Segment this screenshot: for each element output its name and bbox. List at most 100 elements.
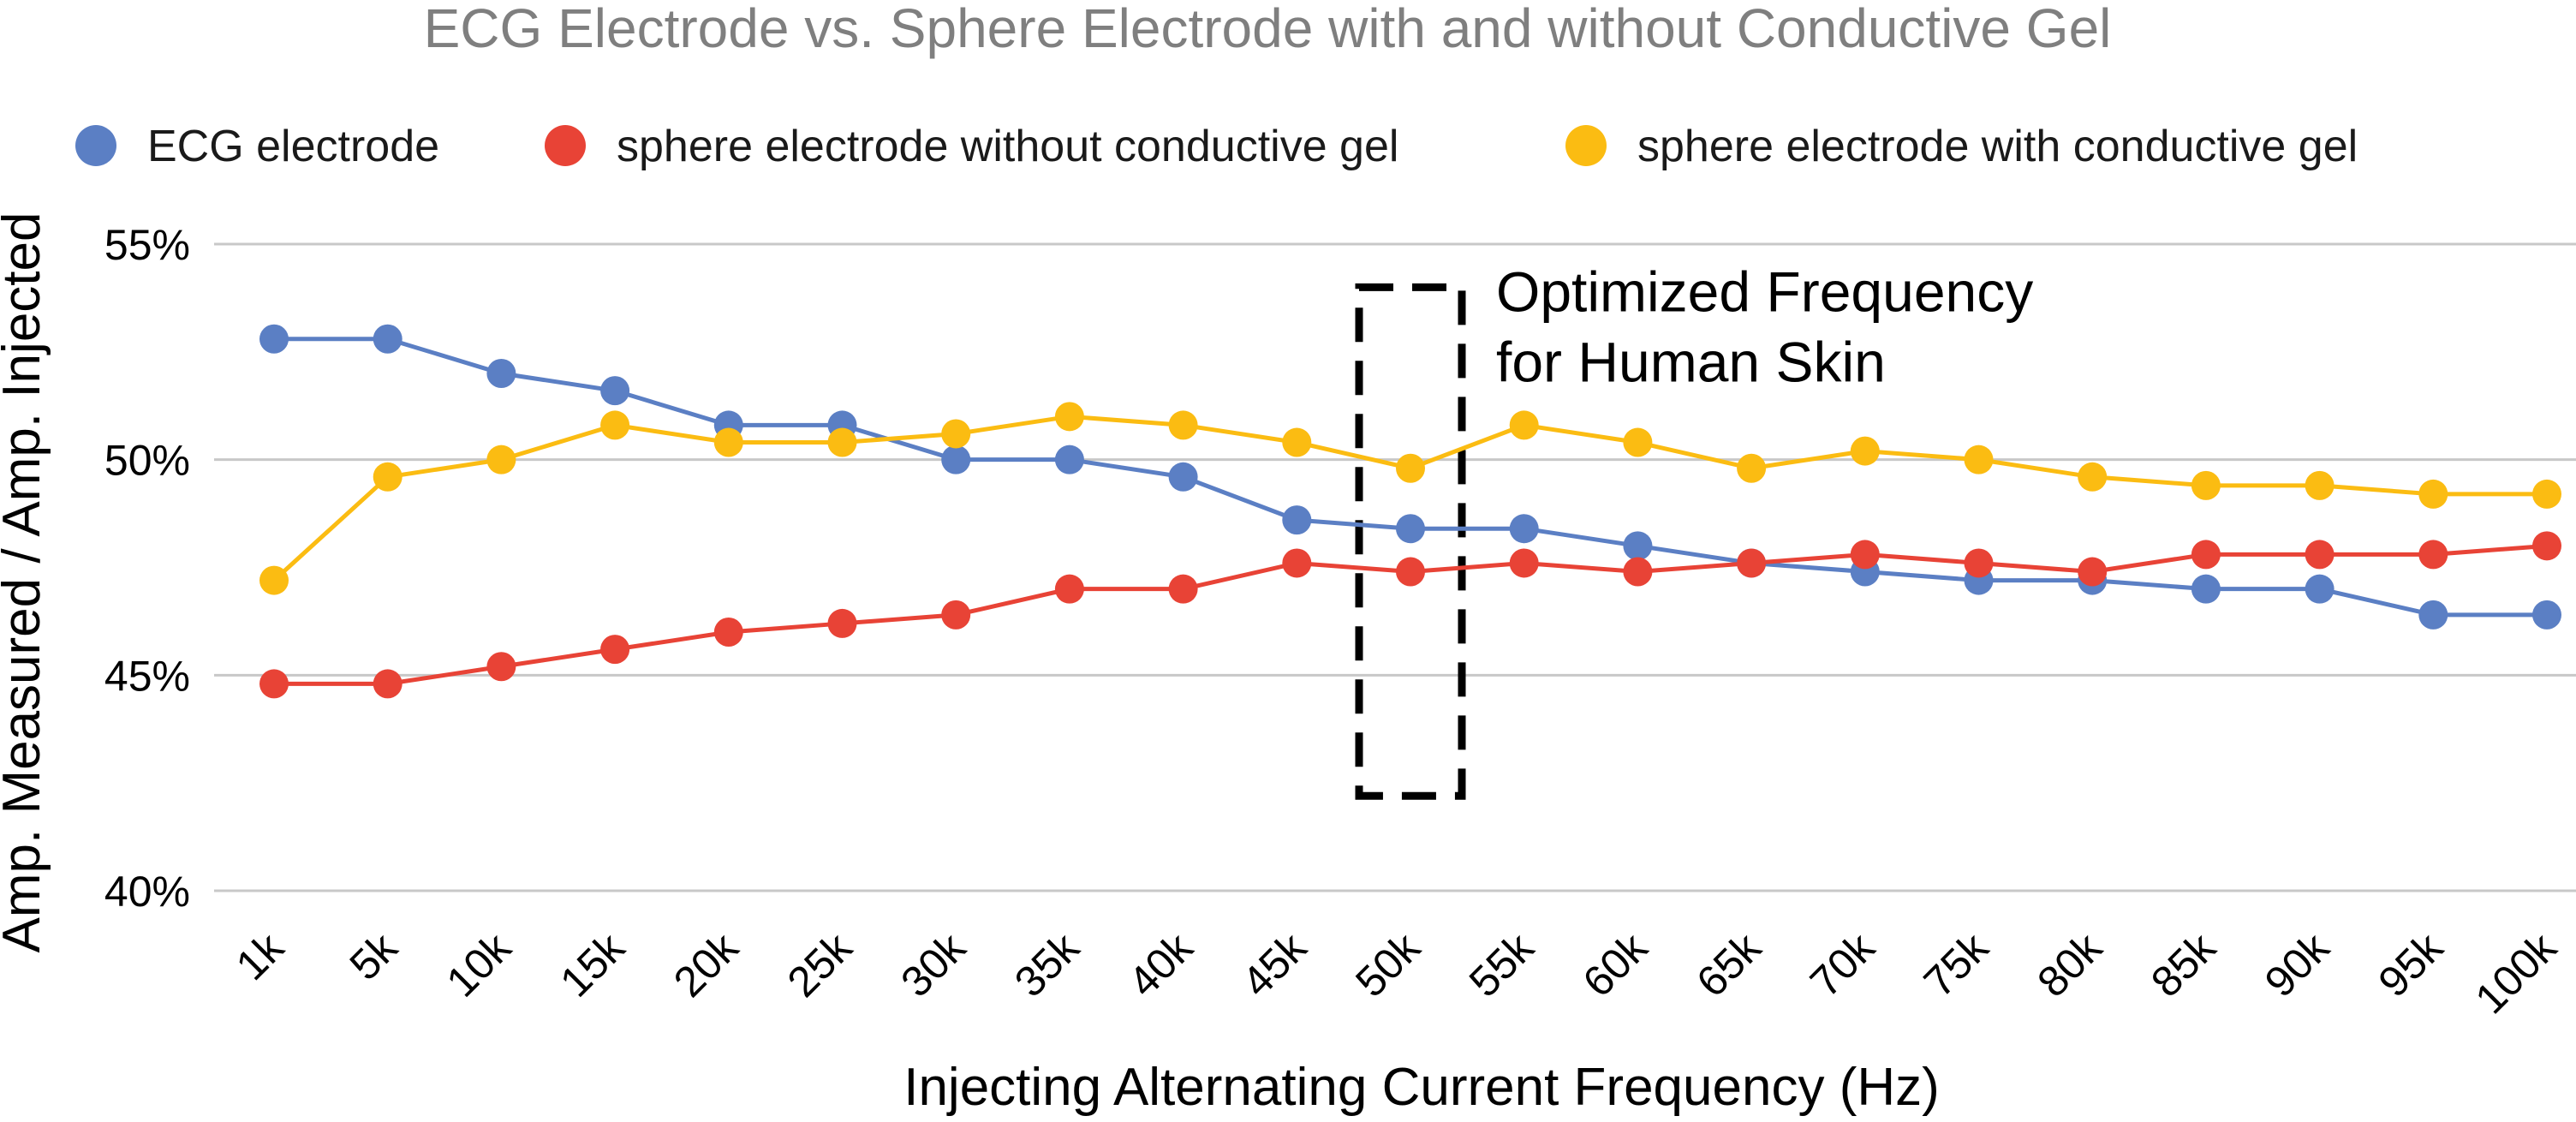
x-tick-label: 15k <box>551 922 634 1006</box>
data-point <box>486 359 516 388</box>
y-tick-label: 45% <box>104 652 190 700</box>
legend-label: ECG electrode <box>147 122 439 171</box>
data-point <box>2532 600 2561 630</box>
data-point <box>2418 600 2448 630</box>
data-point <box>2078 462 2108 492</box>
data-point <box>1737 453 1767 483</box>
data-point <box>1396 453 1425 483</box>
x-tick-label: 40k <box>1119 922 1202 1006</box>
data-point <box>1168 574 1198 604</box>
data-point <box>2532 479 2561 509</box>
data-point <box>2305 470 2334 500</box>
data-point <box>1850 540 1880 570</box>
legend-label: sphere electrode without conductive gel <box>617 122 1398 171</box>
data-point <box>2191 470 2221 500</box>
y-axis-label: Amp. Measured / Amp. Injected <box>0 212 51 953</box>
data-point <box>259 669 289 699</box>
x-tick-label: 75k <box>1915 922 1998 1006</box>
x-tick-label: 80k <box>2028 922 2111 1006</box>
x-tick-label: 90k <box>2256 922 2339 1006</box>
legend-marker <box>1565 125 1607 166</box>
data-point <box>259 324 289 354</box>
data-point <box>941 419 971 449</box>
x-tick-label: 25k <box>778 922 862 1006</box>
data-point <box>1282 548 1312 578</box>
data-point <box>2305 574 2334 604</box>
data-point <box>1054 445 1084 474</box>
data-point <box>1623 427 1653 457</box>
series-points <box>259 324 2561 699</box>
x-tick-label: 55k <box>1460 922 1543 1006</box>
data-point <box>1054 402 1084 432</box>
data-point <box>1509 514 1539 544</box>
data-point <box>1509 548 1539 578</box>
data-point <box>1168 410 1198 440</box>
data-point <box>1964 445 1994 474</box>
annotation-text-line-2: for Human Skin <box>1496 330 1886 393</box>
data-point <box>259 565 289 595</box>
x-tick-label: 95k <box>2369 922 2452 1006</box>
data-point <box>713 427 743 457</box>
x-tick-label: 50k <box>1346 922 1429 1006</box>
x-tick-label: 60k <box>1574 922 1657 1006</box>
data-point <box>486 445 516 474</box>
data-point <box>1850 436 1880 466</box>
data-point <box>1396 557 1425 587</box>
data-point <box>2078 557 2108 587</box>
data-point <box>713 618 743 647</box>
y-tick-label: 55% <box>104 221 190 269</box>
data-point <box>2191 540 2221 570</box>
y-tick-label: 40% <box>104 868 190 916</box>
gridlines <box>214 242 2576 892</box>
x-axis-ticks: 1k 5k 10k 15k 20k 25k 30k 35k 40k 45k 50k 55k 60k 65k… <box>227 922 2567 1023</box>
legend-marker <box>545 125 586 166</box>
data-point <box>1282 505 1312 535</box>
x-tick-label: 65k <box>1687 922 1770 1006</box>
data-point <box>941 600 971 630</box>
y-tick-label: 50% <box>104 437 190 485</box>
x-tick-label: 5k <box>341 922 408 989</box>
x-tick-label: 30k <box>891 922 975 1006</box>
x-tick-label: 100k <box>2466 922 2567 1023</box>
data-point <box>486 652 516 682</box>
data-point <box>1054 574 1084 604</box>
data-point <box>373 669 402 699</box>
data-point <box>827 427 857 457</box>
data-point <box>2305 540 2334 570</box>
data-point <box>1509 410 1539 440</box>
data-point <box>600 635 630 665</box>
data-point <box>373 324 402 354</box>
legend: ECG electrode sphere electrode without co… <box>75 122 2358 171</box>
annotation-box <box>1355 283 1466 800</box>
data-point <box>1964 548 1994 578</box>
data-point <box>827 608 857 638</box>
x-tick-label: 70k <box>1801 922 1884 1006</box>
x-tick-label: 10k <box>438 922 521 1006</box>
data-point <box>2532 531 2561 561</box>
legend-label: sphere electrode with conductive gel <box>1637 122 2358 171</box>
data-point <box>600 410 630 440</box>
data-point <box>1282 427 1312 457</box>
data-point <box>1623 557 1653 587</box>
legend-marker <box>75 125 116 166</box>
x-tick-label: 85k <box>2142 922 2225 1006</box>
chart-title: ECG Electrode vs. Sphere Electrode with … <box>424 0 2112 59</box>
annotation: Optimized Frequency for Human Skin <box>1355 260 2033 800</box>
data-point <box>1168 462 1198 492</box>
data-point <box>2418 479 2448 509</box>
x-tick-label: 45k <box>1232 922 1315 1006</box>
data-point <box>373 462 402 492</box>
x-tick-label: 20k <box>665 922 748 1006</box>
x-axis-label: Injecting Alternating Current Frequency … <box>903 1058 1940 1117</box>
annotation-text-line-1: Optimized Frequency <box>1496 260 2033 323</box>
x-tick-label: 1k <box>227 922 294 989</box>
data-point <box>2418 540 2448 570</box>
data-point <box>2191 574 2221 604</box>
data-point <box>941 445 971 474</box>
data-point <box>1623 531 1653 561</box>
data-point <box>600 376 630 406</box>
data-point <box>1737 548 1767 578</box>
data-point <box>1396 514 1425 544</box>
